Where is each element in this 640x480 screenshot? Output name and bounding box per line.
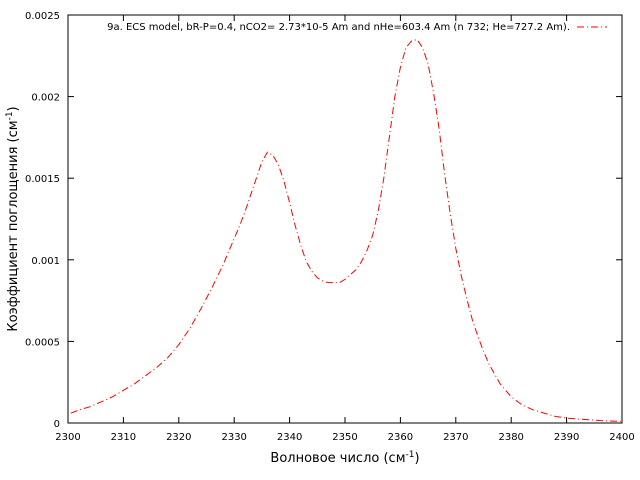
x-axis: 2300 2310 2320 2330 2340 2350 2360 2370 2380 2390… bbox=[55, 15, 635, 443]
plot-frame bbox=[67, 14, 623, 424]
x-tick-label: 2400 bbox=[609, 432, 634, 443]
x-tick-label: 2350 bbox=[332, 432, 357, 443]
x-tick-label: 2300 bbox=[55, 432, 80, 443]
y-tick-label: 0.002 bbox=[31, 93, 60, 104]
x-tick-label: 2310 bbox=[111, 432, 136, 443]
series-line bbox=[70, 38, 623, 422]
x-axis-label: Волновое число (см-1) bbox=[270, 450, 419, 466]
y-tick-label: 0.001 bbox=[31, 256, 60, 267]
series-layer bbox=[70, 38, 623, 422]
x-tick-label: 2340 bbox=[277, 432, 302, 443]
x-tick-label: 2380 bbox=[498, 432, 523, 443]
legend-label: 9a. ECS model, bR-P=0.4, nCO2= 2.73*10-5… bbox=[107, 22, 570, 33]
legend: 9a. ECS model, bR-P=0.4, nCO2= 2.73*10-5… bbox=[107, 22, 607, 33]
x-tick-label: 2330 bbox=[221, 432, 246, 443]
y-tick-label: 0.0015 bbox=[25, 174, 60, 185]
x-tick-label: 2370 bbox=[443, 432, 468, 443]
y-tick-label: 0.0025 bbox=[25, 11, 60, 22]
y-axis-label: Коэффициент поглощения (см-1) bbox=[5, 106, 21, 331]
y-tick-label: 0 bbox=[54, 419, 60, 430]
y-axis: 0 0.0005 0.001 0.0015 0.002 0.0025 bbox=[25, 11, 622, 430]
x-tick-label: 2390 bbox=[554, 432, 579, 443]
y-tick-label: 0.0005 bbox=[25, 337, 60, 348]
x-tick-label: 2320 bbox=[166, 432, 191, 443]
x-tick-label: 2360 bbox=[388, 432, 413, 443]
